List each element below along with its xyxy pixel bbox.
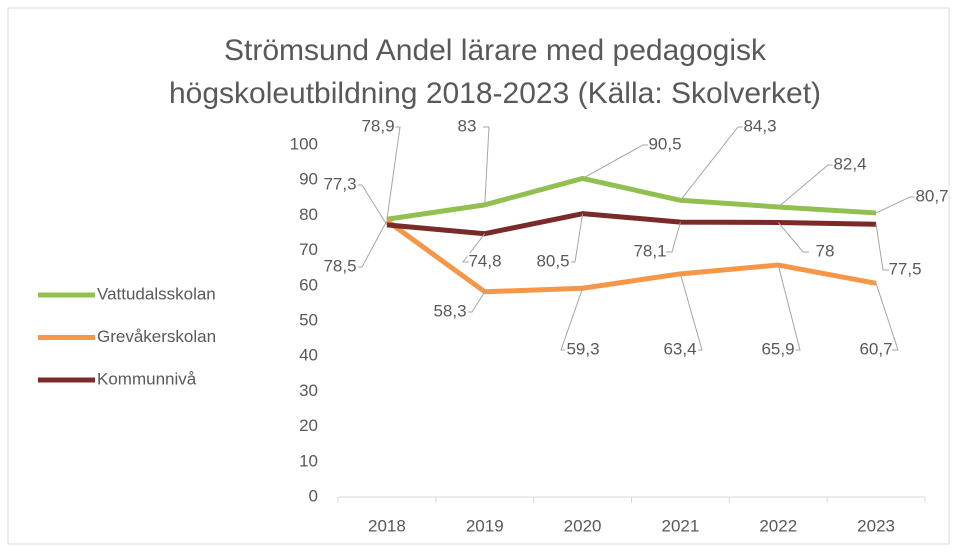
leader-line (777, 164, 834, 208)
leader-line (466, 291, 486, 313)
data-label: 82,4 (833, 154, 866, 173)
series-line (385, 218, 877, 295)
leader-line (777, 264, 801, 351)
y-tick-label: 40 (299, 346, 318, 365)
x-tick-label: 2019 (466, 516, 504, 535)
y-tick-label: 60 (299, 275, 318, 294)
y-tick-label: 100 (290, 134, 318, 153)
y-tick-label: 70 (299, 240, 318, 259)
chart-title: Strömsund Andel lärare med pedagogisk (224, 34, 767, 67)
legend-label: Grevåkerskolan (97, 327, 216, 346)
data-label: 58,3 (433, 301, 466, 320)
y-tick-label: 30 (299, 381, 318, 400)
legend-label: Kommunnivå (97, 369, 197, 388)
leader-line (666, 221, 681, 253)
leader-line (679, 273, 703, 351)
y-tick-label: 0 (309, 486, 318, 505)
legend-label: Vattudalsskolan (97, 284, 216, 303)
data-label: 63,4 (663, 339, 696, 358)
y-tick-label: 50 (299, 310, 318, 329)
series-line (386, 175, 877, 222)
leader-line (461, 233, 486, 263)
leader-line (569, 213, 584, 263)
data-label: 80,7 (915, 186, 948, 205)
data-label: 90,5 (648, 134, 681, 153)
data-label: 78,5 (323, 256, 356, 275)
y-tick-label: 90 (299, 170, 318, 189)
leader-line (777, 222, 809, 253)
leader-line (582, 144, 649, 179)
leader-line (356, 184, 388, 226)
data-label: 78,9 (361, 116, 394, 135)
chart-frame (7, 7, 950, 545)
series-line (386, 211, 877, 237)
y-tick-label: 20 (299, 416, 318, 435)
leader-line (560, 288, 584, 351)
leader-line (875, 283, 899, 351)
leader-line (356, 220, 388, 268)
data-label: 74,8 (468, 251, 501, 270)
data-label: 83 (458, 116, 477, 135)
data-label: 77,5 (888, 259, 921, 278)
data-label: 78 (816, 241, 835, 260)
leader-line (483, 126, 490, 205)
x-tick-label: 2023 (857, 516, 895, 535)
leader-line (386, 126, 401, 220)
data-label: 84,3 (743, 116, 776, 135)
data-label: 80,5 (536, 251, 569, 270)
x-tick-label: 2018 (368, 516, 406, 535)
leader-line (680, 126, 744, 201)
data-label: 77,3 (323, 174, 356, 193)
x-tick-label: 2021 (662, 516, 700, 535)
chart-title: högskoleutbildning 2018-2023 (Källa: Sko… (169, 77, 821, 110)
data-label: 59,3 (566, 339, 599, 358)
y-tick-label: 10 (299, 451, 318, 470)
data-label: 60,7 (859, 339, 892, 358)
data-label: 78,1 (633, 241, 666, 260)
leader-line (875, 196, 916, 214)
y-tick-label: 80 (299, 205, 318, 224)
leader-line (875, 224, 889, 271)
x-tick-label: 2020 (564, 516, 602, 535)
data-label: 65,9 (761, 339, 794, 358)
x-tick-label: 2022 (759, 516, 797, 535)
